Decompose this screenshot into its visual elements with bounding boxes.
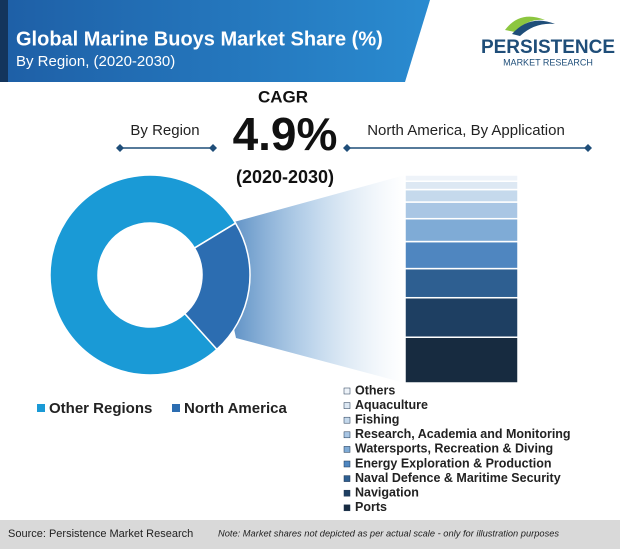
legend-label: Energy Exploration & Production <box>355 456 552 470</box>
divider <box>343 144 592 152</box>
logo-name: PERSISTENCE <box>481 37 615 58</box>
header-banner <box>0 0 430 82</box>
bar-segment <box>404 336 519 384</box>
legend-swatch <box>343 504 351 512</box>
header-accent <box>0 0 8 82</box>
bar-segment <box>404 296 519 338</box>
legend-label: Others <box>355 383 395 397</box>
header-title: Global Marine Buoys Market Share (%) <box>16 28 383 50</box>
legend-swatch <box>343 416 351 424</box>
logo-tagline: MARKET RESEARCH <box>503 57 593 67</box>
legend-label: Naval Defence & Maritime Security <box>355 471 561 485</box>
legend-label: Fishing <box>355 412 399 426</box>
cagr-label: CAGR <box>258 87 308 106</box>
legend-label: Aquaculture <box>355 398 428 412</box>
bar-segment <box>404 267 519 299</box>
legend-swatch <box>343 446 351 453</box>
legend-label: Research, Academia and Monitoring <box>355 427 571 441</box>
legend-swatch <box>343 460 351 468</box>
connector-wedge <box>212 175 405 383</box>
donut-slice <box>49 174 237 376</box>
bar-segment <box>404 188 519 203</box>
footer-note: Note: Market shares not depicted as per … <box>218 528 559 538</box>
legend-label: Ports <box>355 500 387 514</box>
legend-label: Watersports, Recreation & Diving <box>355 442 553 456</box>
bar-segment <box>404 174 519 182</box>
legend-label: Other Regions <box>49 400 152 417</box>
legend-swatch <box>37 404 45 412</box>
cagr-value: 4.9% <box>233 108 338 160</box>
legend-swatch <box>343 431 351 439</box>
donut-title: By Region <box>130 122 199 139</box>
legend-swatch <box>343 475 351 482</box>
legend-swatch <box>172 404 180 412</box>
cagr-period: (2020-2030) <box>236 167 334 187</box>
legend-swatch <box>343 402 351 409</box>
legend-swatch <box>343 387 351 395</box>
footer-source: Source: Persistence Market Research <box>8 528 193 540</box>
legend-label: Navigation <box>355 485 419 499</box>
bar-segment <box>404 180 519 191</box>
legend-swatch <box>343 489 351 497</box>
bar-segment <box>404 240 519 270</box>
footer-band <box>0 520 620 549</box>
legend-label: North America <box>184 400 287 417</box>
bar-segment <box>404 201 519 220</box>
donut-slice <box>183 222 251 351</box>
divider <box>116 144 217 152</box>
logo-icon <box>505 16 555 36</box>
header-subtitle: By Region, (2020-2030) <box>16 53 175 70</box>
bar-title: North America, By Application <box>367 122 565 139</box>
bar-segment <box>404 217 519 243</box>
